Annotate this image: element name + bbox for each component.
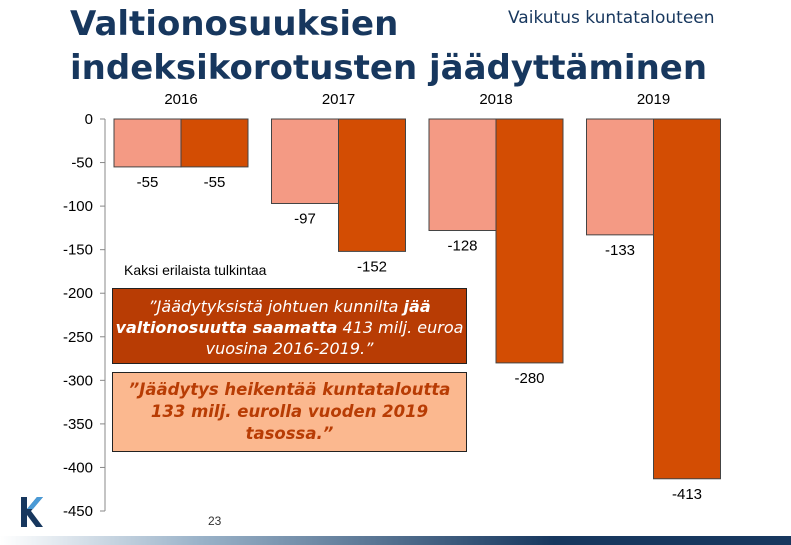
page-number: 23 — [208, 514, 222, 528]
x-category-label: 2018 — [479, 91, 512, 108]
y-tick-label: -300 — [63, 372, 93, 389]
data-label: -280 — [514, 370, 544, 387]
data-label: -152 — [357, 258, 387, 275]
bar — [113, 118, 182, 168]
bar — [495, 118, 564, 364]
page-subtitle: Vaikutus kuntatalouteen — [508, 8, 715, 28]
title-line-1: Valtionosuuksien — [70, 4, 399, 44]
y-tick-label: -150 — [63, 242, 93, 259]
box2-text: ”Jäädytys heikentää kuntataloutta 133 mi… — [128, 380, 451, 443]
kuntaliitto-logo-icon — [21, 497, 43, 527]
y-tick-label: -50 — [71, 155, 93, 172]
bar — [338, 118, 406, 252]
data-label: -55 — [137, 174, 159, 191]
interpretation-box-level: ”Jäädytys heikentää kuntataloutta 133 mi… — [112, 372, 467, 452]
y-tick-label: 0 — [85, 111, 93, 128]
bar — [586, 118, 654, 236]
box1-text-bold: jää valtionosuutta saamatta — [115, 297, 431, 337]
interpretation-box-total: ”Jäädytyksistä johtuen kunnilta jää valt… — [112, 288, 467, 364]
bar — [653, 118, 721, 480]
bar — [180, 118, 249, 168]
x-category-label: 2019 — [637, 91, 670, 108]
y-tick-label: -450 — [63, 503, 93, 520]
y-tick-label: -250 — [63, 329, 93, 346]
footer-bar — [0, 536, 791, 545]
data-label: -128 — [447, 238, 477, 255]
data-label: -97 — [294, 210, 316, 227]
data-label: -413 — [672, 486, 702, 503]
y-tick-label: -200 — [63, 285, 93, 302]
bar — [428, 118, 497, 232]
data-label: -133 — [605, 242, 635, 259]
x-category-label: 2017 — [322, 91, 355, 108]
title-line-2: indeksikorotusten jäädyttäminen — [70, 48, 708, 88]
y-tick-label: -100 — [63, 198, 93, 215]
page-title: Valtionosuuksien indeksikorotusten jäädy… — [70, 2, 707, 90]
box1-text-start: ”Jäädytyksistä johtuen kunnilta — [148, 297, 404, 316]
x-category-label: 2016 — [164, 91, 197, 108]
data-label: -55 — [204, 174, 226, 191]
interpretations-label: Kaksi erilaista tulkintaa — [124, 262, 267, 278]
y-tick-label: -350 — [63, 416, 93, 433]
y-tick-label: -400 — [63, 459, 93, 476]
bar — [271, 118, 339, 204]
box1-text-end: 413 milj. euroa vuosina 2016-2019.” — [205, 318, 464, 358]
